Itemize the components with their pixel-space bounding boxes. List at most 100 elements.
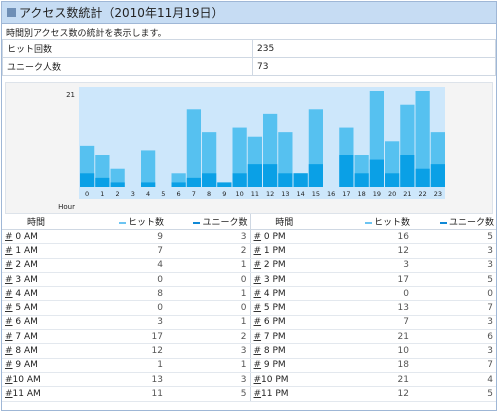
unique-bar [95, 177, 110, 187]
header-hits-label: ヒット数 [373, 218, 410, 228]
x-tick-label: 0 [85, 190, 89, 198]
time-cell: # 1 PM [249, 243, 318, 259]
unique-bar [339, 155, 354, 187]
unique-value: 3 [412, 343, 496, 359]
hits-value: 10 [318, 343, 412, 359]
row-anchor-link[interactable]: # [5, 360, 13, 371]
row-anchor-link[interactable]: # [5, 374, 13, 385]
row-anchor-link[interactable]: # [5, 260, 13, 271]
table-row: # 8 AM 12 3 # 8 PM 10 3 [2, 343, 496, 359]
row-anchor-link[interactable]: # [253, 360, 262, 371]
time-label: 0 AM [12, 231, 38, 242]
hits-value: 16 [318, 229, 412, 245]
unique-value: 7 [412, 300, 496, 316]
unique-value: 1 [166, 358, 250, 373]
hits-value: 1 [70, 358, 166, 373]
hit-bar [278, 132, 293, 187]
unique-value: 1 [166, 286, 250, 302]
unique-value: 2 [166, 243, 250, 259]
table-row: # 1 AM 7 2 # 1 PM 12 3 [2, 243, 496, 259]
time-cell: # 8 AM [2, 343, 70, 359]
row-anchor-link[interactable]: # [5, 346, 13, 357]
row-anchor-link[interactable]: # [253, 288, 262, 299]
table-header-row: 時間 ヒット数 ユニーク数 時間 ヒット数 ユニーク数 [2, 214, 496, 230]
unique-bar [110, 182, 125, 187]
unique-bar [217, 182, 232, 187]
hit-bar [141, 150, 156, 187]
x-tick-label: 16 [327, 190, 335, 198]
table-row: # 6 AM 3 1 # 6 PM 7 3 [2, 315, 496, 331]
unique-bar [247, 164, 262, 187]
hits-value: 21 [318, 329, 412, 345]
row-anchor-link[interactable]: # [253, 317, 262, 328]
unique-bar [263, 164, 278, 187]
row-anchor-link[interactable]: # [5, 388, 13, 399]
hourly-table-body: # 0 AM 9 3 # 0 PM 16 5 # 1 AM 7 2 # 1 PM 12 3 # 2 AM… [2, 229, 496, 402]
x-tick-label: 2 [116, 190, 120, 198]
hits-value: 0 [70, 272, 166, 288]
hits-value: 13 [70, 372, 166, 388]
time-label: 0 PM [261, 231, 286, 242]
hits-value: 17 [318, 272, 412, 288]
x-tick-label: 9 [222, 190, 226, 198]
time-cell: # 5 PM [249, 300, 318, 316]
row-anchor-link[interactable]: # [253, 346, 262, 357]
row-anchor-link[interactable]: # [5, 288, 13, 299]
unique-legend-icon [193, 221, 201, 224]
unique-value: 2 [166, 329, 250, 345]
row-anchor-link[interactable]: # [5, 274, 13, 285]
unique-value: 5 [412, 272, 496, 288]
row-anchor-link[interactable]: # [253, 303, 262, 314]
unique-bar [278, 173, 293, 187]
time-label: 1 AM [12, 245, 38, 256]
table-row: # 7 AM 17 2 # 7 PM 21 6 [2, 329, 496, 345]
hit-bar [415, 91, 430, 187]
header-hits-pm: ヒット数 [318, 214, 412, 230]
unique-bar [171, 182, 186, 187]
header-unique-label: ユニーク数 [448, 218, 494, 228]
unique-bar [369, 159, 384, 187]
row-anchor-link[interactable]: # [253, 260, 262, 271]
summary-row-unique: ユニーク人数 73 [2, 57, 496, 76]
unique-value: 6 [412, 329, 496, 345]
unique-bar [141, 182, 156, 187]
hit-bar [186, 109, 201, 187]
hits-value: 8 [70, 286, 166, 302]
unique-value: 3 [412, 258, 496, 273]
time-cell: # 8 PM [249, 343, 318, 359]
unique-value: 3 [412, 315, 496, 331]
summary-label: ヒット回数 [2, 39, 253, 58]
table-row: # 4 AM 8 1 # 4 PM 0 0 [2, 286, 496, 302]
row-anchor-link[interactable]: # [5, 245, 13, 256]
unique-bar [293, 173, 308, 187]
time-label: 10 PM [261, 374, 289, 385]
x-tick-label: 17 [342, 190, 350, 198]
table-row: # 9 AM 1 1 # 9 PM 18 7 [2, 358, 496, 373]
hits-value: 0 [70, 300, 166, 316]
row-anchor-link[interactable]: # [253, 245, 262, 256]
x-tick-label: 11 [251, 190, 259, 198]
unique-bar [430, 164, 445, 187]
x-tick-label: 15 [312, 190, 320, 198]
hits-value: 17 [70, 329, 166, 345]
row-anchor-link[interactable]: # [253, 274, 262, 285]
unique-value: 3 [166, 343, 250, 359]
row-anchor-link[interactable]: # [5, 231, 13, 242]
table-row: #10 AM 13 3 #10 PM 21 4 [2, 372, 496, 388]
time-cell: # 7 AM [2, 329, 70, 345]
row-anchor-link[interactable]: # [253, 374, 262, 385]
x-tick-label: 6 [177, 190, 181, 198]
unique-value: 4 [412, 372, 496, 388]
row-anchor-link[interactable]: # [253, 388, 262, 399]
row-anchor-link[interactable]: # [253, 331, 262, 342]
row-anchor-link[interactable]: # [5, 331, 13, 342]
time-cell: # 6 PM [249, 315, 318, 331]
hit-legend-icon [118, 221, 126, 224]
row-anchor-link[interactable]: # [5, 303, 13, 314]
time-cell: # 2 PM [249, 258, 318, 273]
row-anchor-link[interactable]: # [253, 231, 262, 242]
unique-bar [80, 173, 95, 187]
row-anchor-link[interactable]: # [5, 317, 13, 328]
time-cell: # 7 PM [249, 329, 318, 345]
